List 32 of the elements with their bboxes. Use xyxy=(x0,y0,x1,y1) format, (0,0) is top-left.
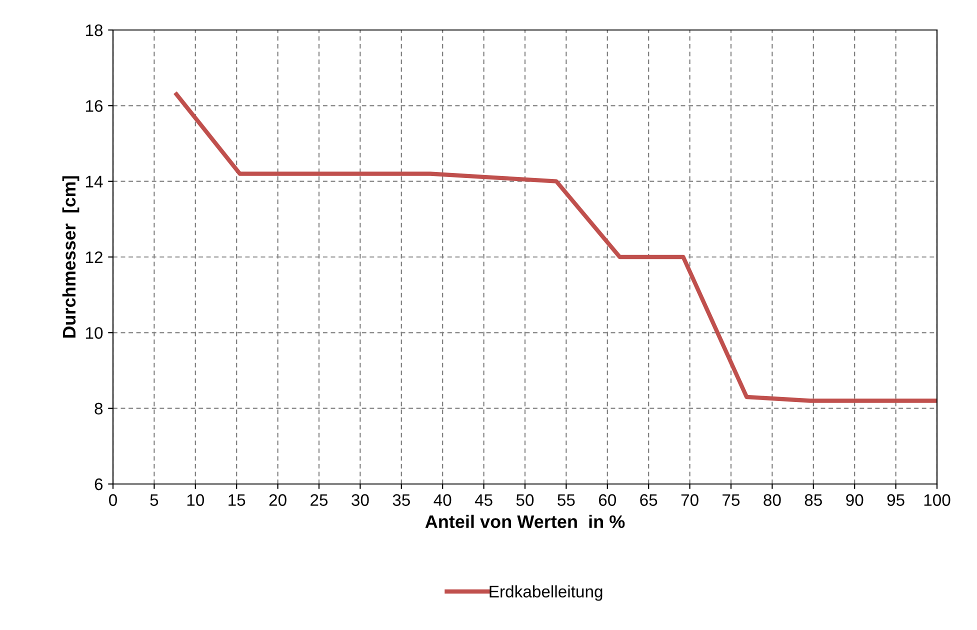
y-tick-label: 10 xyxy=(86,327,103,339)
y-tick-label: 6 xyxy=(94,478,103,490)
x-tick-label: 20 xyxy=(269,494,286,506)
x-axis-title: Anteil von Werten in % xyxy=(425,514,625,528)
x-tick-label: 25 xyxy=(310,494,328,506)
x-tick-label: 50 xyxy=(516,494,534,506)
x-tick-label: 60 xyxy=(598,494,616,506)
x-tick-label: 75 xyxy=(722,494,740,506)
x-tick-label: 0 xyxy=(109,494,117,506)
y-tick-label: 12 xyxy=(86,251,102,264)
y-tick-label: 18 xyxy=(86,24,103,36)
x-tick-label: 70 xyxy=(681,494,698,506)
x-tick-label: 65 xyxy=(640,494,658,506)
x-tick-label: 55 xyxy=(558,494,575,506)
x-tick-label: 45 xyxy=(474,494,492,506)
x-tick-label: 35 xyxy=(392,494,410,506)
x-tick-label: 80 xyxy=(764,494,781,506)
x-tick-label: 30 xyxy=(352,494,369,506)
x-tick-label: 5 xyxy=(150,494,158,506)
x-tick-label: 40 xyxy=(434,494,452,506)
y-tick-label: 8 xyxy=(94,402,103,415)
x-tick-label: 100 xyxy=(924,494,950,506)
y-axis-title: Durchmesser [cm] xyxy=(62,176,80,338)
x-tick-label: 95 xyxy=(887,494,904,506)
line-series xyxy=(174,92,937,403)
x-tick-label: 85 xyxy=(804,494,822,506)
y-tick-label: 14 xyxy=(86,176,103,188)
x-tick-label: 90 xyxy=(846,494,864,506)
legend-label: Erdkabelleitung xyxy=(490,585,602,601)
x-tick-label: 15 xyxy=(228,494,246,506)
x-tick-label: 10 xyxy=(187,494,204,506)
y-tick-label: 16 xyxy=(86,100,103,112)
